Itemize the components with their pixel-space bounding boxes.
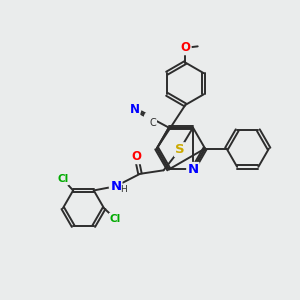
Text: Cl: Cl — [57, 174, 68, 184]
Text: N: N — [110, 180, 122, 193]
Text: N: N — [129, 103, 140, 116]
Circle shape — [173, 143, 186, 156]
Circle shape — [187, 164, 199, 175]
Circle shape — [180, 42, 191, 53]
Text: O: O — [131, 150, 142, 163]
Text: O: O — [180, 41, 190, 54]
Text: S: S — [175, 143, 184, 156]
Text: N: N — [188, 163, 199, 176]
Circle shape — [144, 112, 155, 123]
Circle shape — [128, 103, 141, 116]
Text: H: H — [120, 185, 127, 194]
Circle shape — [131, 151, 142, 162]
Circle shape — [108, 212, 122, 226]
Text: Cl: Cl — [110, 214, 121, 224]
Text: C: C — [150, 118, 157, 128]
Circle shape — [110, 180, 122, 193]
Circle shape — [56, 172, 70, 186]
